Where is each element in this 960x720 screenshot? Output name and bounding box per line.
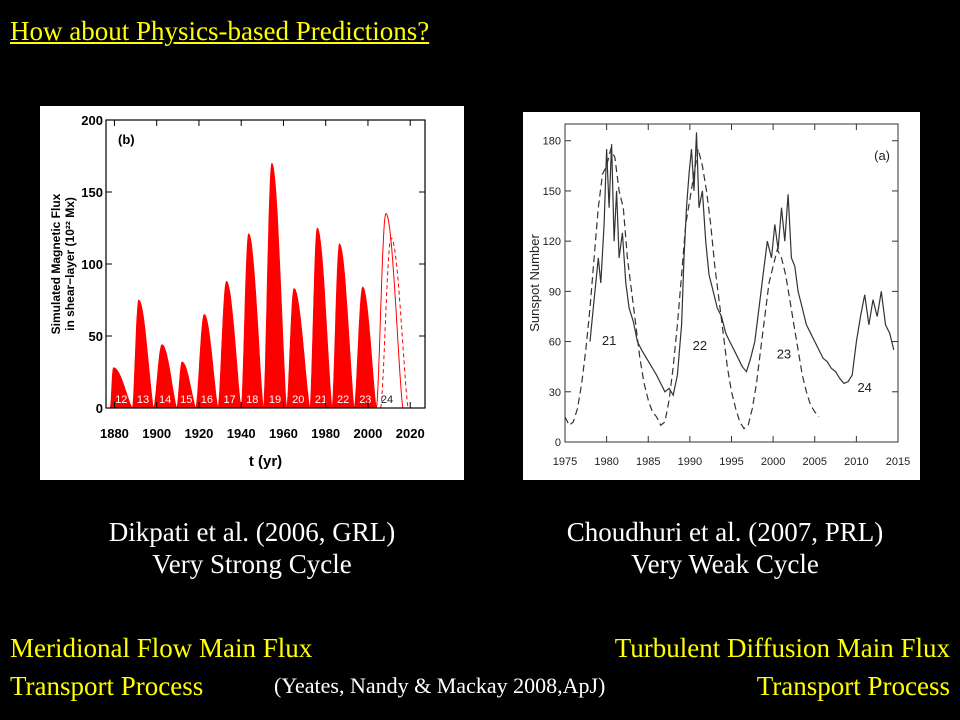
cycle-label-22: 22 [337, 394, 349, 406]
y-tick-label-30: 30 [549, 387, 561, 399]
x-tick-label-1920: 1920 [184, 426, 213, 441]
right-process-line1: Turbulent Diffusion Main Flux [614, 633, 950, 663]
slide-title: How about Physics-based Predictions? [10, 16, 430, 46]
y-tick-label-180: 180 [543, 136, 561, 148]
sunspot-number-chart: 21 22 23 24 1975 1980 1985 1990 1995 2000 2005 2010… [527, 123, 910, 468]
sunspot-series-dashed [564, 147, 820, 430]
cycle-label-20: 20 [292, 394, 304, 406]
cycle-label-12: 12 [115, 394, 127, 406]
flux-cycle-21 [309, 227, 333, 409]
flux-cycle-19 [263, 162, 287, 409]
flux-cycle-17 [217, 280, 242, 409]
cycle-label-23: 23 [777, 346, 791, 361]
x-tick-label-1960: 1960 [269, 426, 298, 441]
y-axis-label-line1: Simulated Magnetic Flux [49, 193, 63, 334]
cycle-label-21: 21 [602, 333, 616, 348]
cycle-label-18: 18 [246, 394, 258, 406]
y-axis-label: Sunspot Number [527, 234, 542, 332]
flux-cycle-15 [176, 361, 197, 409]
flux-cycle-12 [109, 367, 133, 409]
cycle-label-24: 24 [857, 380, 871, 395]
cycle-label-21: 21 [315, 394, 327, 406]
cycle-label-17: 17 [223, 394, 235, 406]
cycle-label-23: 23 [359, 394, 371, 406]
flux-cycle-14 [153, 344, 178, 409]
x-tick-label-1940: 1940 [227, 426, 256, 441]
right-caption: Choudhuri et al. (2007, PRL) Very Weak C… [510, 516, 940, 580]
y-tick-label-0: 0 [96, 401, 103, 416]
right-process-line2: Transport Process [756, 671, 950, 701]
x-tick-label-1980: 1980 [311, 426, 340, 441]
right-author: Choudhuri et al. (2007, PRL) [566, 517, 884, 547]
x-tick-label-2000: 2000 [353, 426, 382, 441]
right-result: Very Weak Cycle [631, 549, 819, 579]
x-tick-label-1985: 1985 [636, 456, 660, 468]
cycle-label-24: 24 [381, 394, 393, 406]
cycle-label-19: 19 [269, 394, 281, 406]
cycle-label-13: 13 [137, 394, 149, 406]
flux-cycle-22 [331, 243, 355, 409]
x-tick-label-1880: 1880 [100, 426, 129, 441]
y-tick-label-120: 120 [543, 236, 561, 248]
left-result: Very Strong Cycle [152, 549, 352, 579]
left-author: Dikpati et al. (2006, GRL) [108, 517, 396, 547]
x-tick-label-1900: 1900 [142, 426, 171, 441]
flux-cycle-13 [132, 299, 154, 409]
x-tick-label-1990: 1990 [678, 456, 702, 468]
x-tick-label-1975: 1975 [553, 456, 577, 468]
x-tick-label-2015: 2015 [886, 456, 910, 468]
y-axis-label-line2: in shear−layer (10²² Mx) [63, 197, 77, 331]
y-tick-label-50: 50 [89, 329, 103, 344]
flux-cycle-20 [286, 288, 311, 409]
left-process-line1: Meridional Flow Main Flux [10, 633, 313, 663]
x-tick-label-2020: 2020 [396, 426, 425, 441]
x-tick-label-1995: 1995 [719, 456, 743, 468]
y-tick-label-150: 150 [81, 185, 103, 200]
left-chart-panel: 12 13 14 15 16 17 18 19 20 21 22 23 24 1880 1900 1920 19… [40, 106, 464, 480]
cycle-label-15: 15 [180, 394, 192, 406]
prediction-solid-line [375, 212, 404, 409]
flux-cycle-23 [353, 286, 377, 409]
x-tick-label-2005: 2005 [803, 456, 827, 468]
left-process-line2: Transport Process [10, 671, 204, 701]
panel-label: (a) [874, 148, 890, 163]
y-tick-label-60: 60 [549, 337, 561, 349]
plot-frame [564, 123, 899, 443]
x-tick-label-2000: 2000 [761, 456, 785, 468]
y-tick-label-150: 150 [543, 186, 561, 198]
y-tick-label-0: 0 [555, 437, 561, 449]
flux-cycle-16 [195, 314, 219, 409]
prediction-dashed-line [380, 237, 409, 409]
left-caption: Dikpati et al. (2006, GRL) Very Strong C… [40, 516, 464, 580]
y-tick-label-100: 100 [81, 257, 103, 272]
sunspot-series-solid [589, 132, 895, 397]
y-tick-label-90: 90 [549, 286, 561, 298]
y-tick-label-200: 200 [81, 113, 103, 128]
x-tick-label-2010: 2010 [844, 456, 868, 468]
cycle-label-22: 22 [693, 338, 707, 353]
right-chart-panel: 21 22 23 24 1975 1980 1985 1990 1995 2000 2005 2010… [523, 112, 920, 480]
cycle-label-16: 16 [201, 394, 213, 406]
flux-cycle-18 [240, 233, 264, 409]
x-axis-label: t (yr) [249, 453, 282, 470]
cycle-label-14: 14 [159, 394, 171, 406]
panel-label: (b) [118, 132, 135, 147]
reference-citation: (Yeates, Nandy & Mackay 2008,ApJ) [274, 673, 606, 698]
x-tick-label-1980: 1980 [594, 456, 618, 468]
